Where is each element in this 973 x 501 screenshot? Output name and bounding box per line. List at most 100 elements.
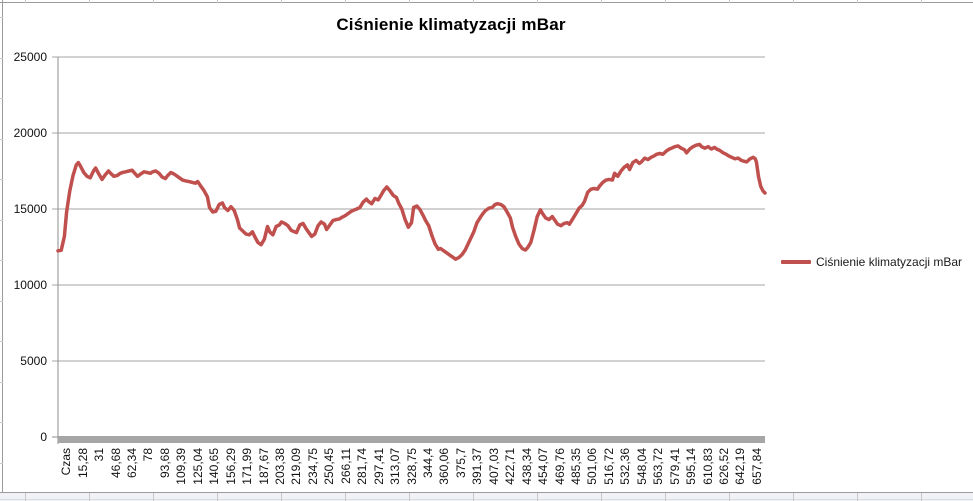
x-tick-label: 391,37 (470, 448, 485, 485)
sheet-column-tick-top (89, 0, 90, 3)
x-tick-label: 626,52 (716, 448, 731, 485)
x-tick-label: 187,67 (256, 448, 271, 485)
series-line-cisnienie-klimatyzacji[interactable] (56, 142, 767, 261)
sheet-column-tick-top (153, 0, 154, 3)
x-tick-label: 563,72 (651, 448, 666, 485)
sheet-column-tick-bottom (217, 493, 218, 501)
x-tick-label: 93,68 (157, 448, 172, 479)
sheet-column-tick-top (601, 0, 602, 3)
sheet-column-tick-top (25, 0, 26, 3)
sheet-row-tick-left (0, 98, 3, 99)
sheet-row-tick-left (0, 422, 3, 423)
x-tick-label: 454,07 (536, 448, 550, 485)
sheet-column-tick-bottom (537, 493, 538, 501)
sheet-row-tick-left (0, 382, 3, 383)
x-tick-label: 360,06 (437, 448, 452, 485)
x-tick-label: 125,04 (190, 448, 205, 485)
x-tick-label: 344,4 (420, 448, 435, 479)
x-tick-label: 595,14 (684, 448, 698, 485)
sheet-column-tick-bottom (601, 493, 602, 501)
x-tick-label: 250,45 (322, 448, 337, 485)
sheet-column-tick-bottom (89, 493, 90, 501)
sheet-column-tick-top (217, 0, 218, 3)
sheet-column-tick-bottom (793, 493, 794, 501)
x-tick-label: 469,76 (552, 448, 567, 485)
x-tick-label: 642,19 (733, 448, 748, 485)
sheet-column-tick-top (793, 0, 794, 3)
sheet-row-tick-left (0, 220, 3, 221)
x-tick-label: 219,09 (289, 448, 304, 485)
sheet-row-line-bottom-faint (0, 499, 973, 500)
sheet-column-tick-bottom (281, 493, 282, 501)
x-tick-label: 313,07 (388, 448, 403, 485)
sheet-column-tick-top (665, 0, 666, 3)
x-axis-bar (58, 436, 765, 443)
x-tick-label: 171,99 (240, 448, 255, 485)
sheet-column-tick-bottom (921, 493, 922, 501)
sheet-row-line-top (0, 2, 973, 3)
y-tick-label: 25000 (13, 50, 47, 64)
sheet-column-tick-top (857, 0, 858, 3)
x-tick-label: 375,7 (453, 448, 468, 479)
sheet-column-tick-bottom (153, 493, 154, 501)
x-tick-label: 516,72 (601, 448, 616, 485)
y-tick-label: 0 (40, 430, 47, 444)
sheet-column-tick-bottom (345, 493, 346, 501)
sheet-column-tick-top (537, 0, 538, 3)
x-tick-label: 62,34 (125, 448, 139, 479)
x-tick-label: 485,35 (568, 448, 583, 485)
x-tick-label: 31 (92, 448, 107, 462)
x-tick-label: 548,04 (634, 448, 649, 485)
legend-label: Ciśnienie klimatyzacji mBar (816, 255, 963, 269)
x-tick-label: 46,68 (108, 448, 123, 479)
sheet-row-tick-left (0, 341, 3, 342)
x-tick-label: 156,29 (223, 448, 238, 485)
x-tick-label: 610,83 (700, 448, 715, 485)
x-tick-label: 140,65 (207, 448, 222, 485)
legend-line-marker (781, 260, 811, 264)
sheet-column-tick-top (281, 0, 282, 3)
y-tick-label: 15000 (13, 202, 47, 216)
x-tick-label: 297,41 (371, 448, 386, 485)
sheet-column-line-left (2, 0, 3, 501)
x-tick-label: 501,06 (585, 448, 600, 485)
x-tick-label: 78 (141, 448, 156, 462)
x-tick-label: 109,39 (174, 448, 189, 485)
sheet-row-tick-left (0, 139, 3, 140)
sheet-bottom-row-band (0, 493, 973, 501)
sheet-column-tick-top (409, 0, 410, 3)
sheet-row-tick-left (0, 17, 3, 18)
sheet-column-tick-bottom (25, 493, 26, 501)
x-tick-label: 657,84 (749, 448, 764, 485)
sheet-row-tick-left (0, 301, 3, 302)
legend[interactable]: Ciśnienie klimatyzacji mBar (781, 255, 962, 269)
x-tick-label: 234,75 (305, 448, 320, 485)
sheet-column-tick-bottom (729, 493, 730, 501)
sheet-column-tick-top (921, 0, 922, 3)
x-tick-label: 532,36 (618, 448, 633, 485)
sheet-row-tick-left (0, 260, 3, 261)
sheet-row-tick-left (0, 58, 3, 59)
x-tick-label: 328,75 (404, 448, 419, 485)
x-tick-label: 266,11 (338, 448, 353, 484)
sheet-column-tick-bottom (857, 493, 858, 501)
x-tick-label: 203,38 (273, 448, 287, 485)
sheet-row-tick-left (0, 179, 3, 180)
chart-title: Ciśnienie klimatyzacji mBar (336, 15, 566, 34)
x-tick-label: Czas (59, 448, 74, 476)
x-tick-label: 422,71 (503, 448, 518, 485)
sheet-row-tick-left (0, 463, 3, 464)
y-tick-label: 10000 (13, 278, 47, 292)
x-tick-label: 438,34 (519, 448, 534, 485)
y-tick-label: 20000 (13, 126, 47, 140)
x-tick-label: 579,41 (667, 448, 682, 485)
sheet-column-tick-top (345, 0, 346, 3)
sheet-column-tick-bottom (473, 493, 474, 501)
x-tick-label: 407,03 (486, 448, 501, 485)
x-tick-label: 281,74 (355, 448, 370, 485)
sheet-column-tick-top (473, 0, 474, 3)
x-tick-label: 15,28 (75, 448, 90, 479)
sheet-column-tick-top (729, 0, 730, 3)
